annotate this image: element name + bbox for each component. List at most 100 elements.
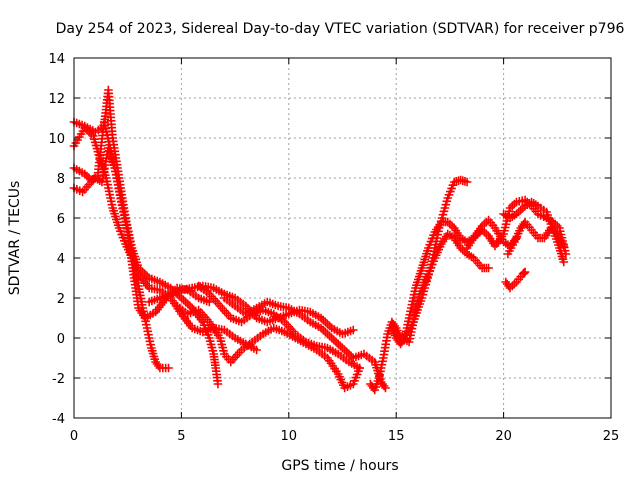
plot-frame [73,57,612,419]
data-point [348,325,358,335]
data-point [424,243,433,253]
data-point [213,379,223,389]
series-track-g [194,281,364,373]
data-point [499,229,508,239]
data-point [89,134,99,144]
data-point [352,370,362,379]
data-point [500,226,509,236]
chart-title: Day 254 of 2023, Sidereal Day-to-day VTE… [56,21,625,37]
x-tick-label: 0 [70,429,78,444]
data-point [348,379,358,389]
data-point [216,336,226,346]
data-point [444,190,454,200]
data-point [205,336,215,346]
data-point [208,346,218,356]
data-point [439,207,449,216]
y-tick-label: -2 [52,372,65,387]
data-point [448,180,458,190]
data-point [381,383,390,393]
data-point [351,373,361,382]
data-point [131,263,141,272]
data-point [446,187,455,196]
data-point [429,230,438,240]
y-tick-label: 0 [57,332,65,347]
data-point [426,263,436,272]
data-point [442,197,452,206]
y-tick-label: 10 [48,132,65,147]
x-tick-label: 5 [177,429,185,444]
data-point [94,150,104,160]
y-tick-label: 4 [57,252,65,267]
data-point [128,256,138,266]
series-track-m [499,197,569,267]
data-point [164,363,173,373]
data-point [117,230,126,239]
data-point [217,340,227,349]
x-tick-label: 20 [495,429,512,444]
y-axis-ticks: -4 -2 0 2 4 6 8 10 12 14 [48,52,611,427]
data-point [443,193,453,203]
data-point [118,233,128,242]
series-track-o [501,267,530,293]
data-point [424,269,433,279]
data-point [462,177,472,187]
data-point [355,363,364,373]
data-point [500,223,510,232]
data-point [130,260,139,269]
y-tick-label: 8 [57,172,65,187]
data-point [427,260,437,269]
x-tick-label: 25 [603,429,620,444]
x-tick-label: 15 [388,429,405,444]
data-point [559,241,569,251]
data-point [206,340,216,349]
data-point [425,266,435,276]
data-point [555,223,564,233]
data-point [429,256,438,266]
data-point [501,219,511,229]
y-tick-label: 2 [57,292,65,307]
data-markers [69,85,571,395]
data-point [218,343,227,352]
series-track-n [503,217,569,259]
x-tick-label: 10 [281,429,298,444]
data-point [199,320,209,330]
data-point [89,131,98,141]
data-point [447,184,456,193]
data-point [93,147,103,157]
data-point [425,240,435,250]
data-point [440,203,450,213]
data-point [219,346,228,356]
data-point [350,376,359,386]
data-point [215,333,225,343]
y-tick-label: -4 [52,412,65,427]
data-point [127,253,137,263]
series-track-c [69,117,214,323]
data-point [354,366,363,376]
data-point [205,333,214,343]
x-axis-ticks: 0 5 10 15 20 25 [70,58,619,444]
y-tick-label: 12 [48,92,65,107]
data-point [559,257,569,267]
y-tick-label: 14 [48,52,65,67]
data-point [119,236,129,246]
data-point [252,345,261,355]
data-point [441,200,451,209]
data-point [92,144,102,153]
y-tick-label: 6 [57,212,65,227]
x-axis-label: GPS time / hours [281,458,398,474]
y-axis-label: SDTVAR / TECUs [7,181,23,296]
data-point [132,266,142,276]
data-point [116,226,125,236]
data-point [484,263,493,273]
data-point [114,223,124,233]
data-point [438,210,448,219]
data-point [207,343,217,352]
data-point [91,141,101,150]
series-track-k [398,229,493,347]
data-point [504,206,514,216]
data-point [90,137,100,147]
data-point [520,267,530,277]
data-point [426,237,436,246]
data-point [427,234,437,243]
